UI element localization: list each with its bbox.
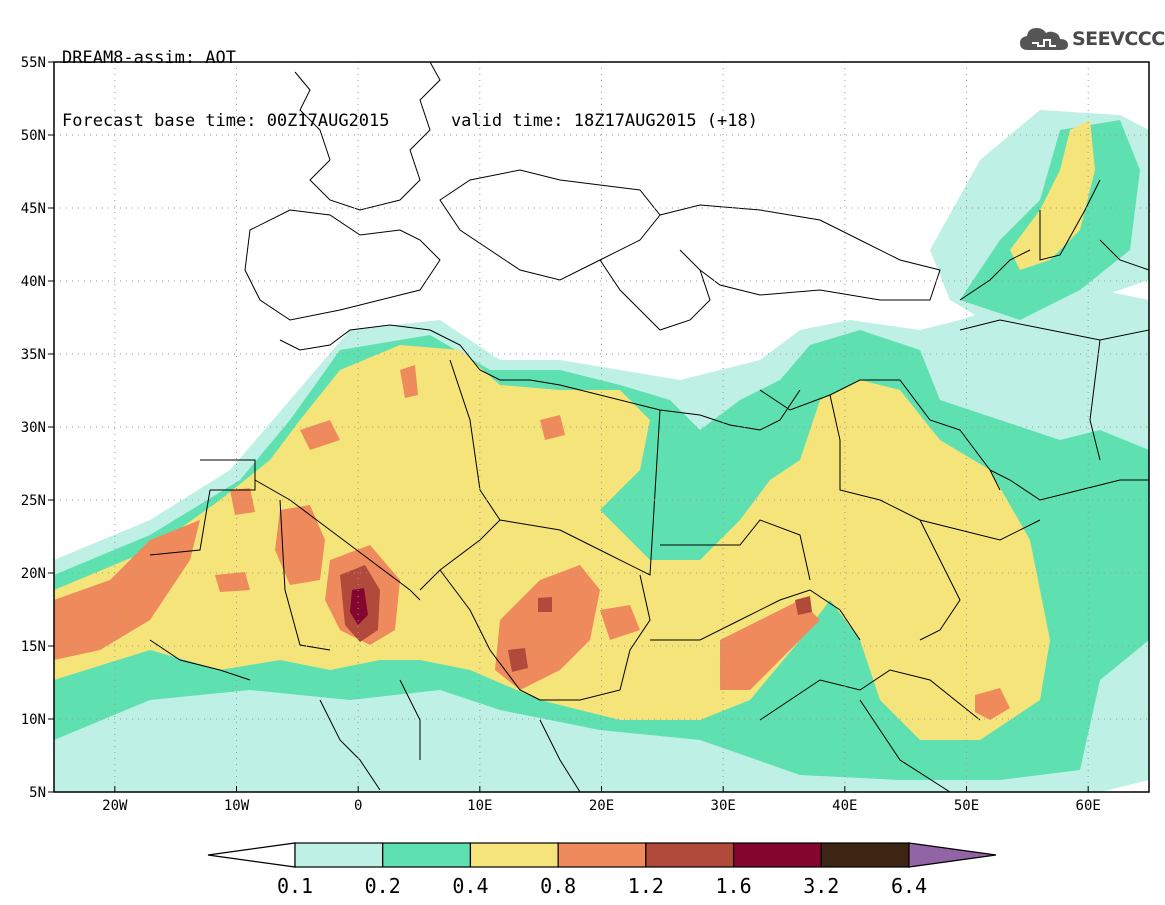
colorbar-label: 1.6 [716,874,752,898]
lat-tick-label: 5N [29,785,46,801]
lat-tick-label: 15N [21,639,46,655]
colorbar-label: 6.4 [891,874,927,898]
lon-tick-label: 20W [102,798,128,814]
country-borders [149,62,1149,792]
logo-text: SEEVCCC [1072,28,1165,50]
colorbar-label: 0.1 [277,874,313,898]
aot-band-0.8 [54,365,1010,720]
lat-tick-label: 50N [21,128,46,144]
seevccc-logo: SEEVCCC [1018,24,1165,54]
colorbar-bin-2 [382,842,472,868]
colorbar-over-arrow [908,842,997,868]
valid-time: valid time: 18Z17AUG2015 (+18) [450,111,758,131]
lat-tick-label: 35N [21,347,46,363]
colorbar-label: 1.2 [628,874,664,898]
base-time: Forecast base time: 00Z17AUG2015 [62,111,390,131]
cloud-logo-icon [1020,28,1068,50]
colorbar-bin-5 [645,842,735,868]
title-block: DREAM8-assim: AOT Forecast base time: 00… [62,6,758,153]
lon-tick-label: 20E [589,798,614,814]
lat-axis: 5N 10N 15N 20N 25N 30N 35N 40N 45N 50N 55N [21,55,54,801]
colorbar-bin-4 [557,842,647,868]
lon-tick-label: 10W [224,798,250,814]
colorbar-label: 0.2 [365,874,401,898]
gridlines [54,62,1149,792]
lon-axis: 20W 10W 0 10E 20E 30E 40E 50E 60E [102,786,1101,814]
lon-tick-label: 30E [711,798,736,814]
colorbar-label: 3.2 [803,874,839,898]
lon-tick-label: 50E [954,798,979,814]
lat-tick-label: 45N [21,201,46,217]
lat-tick-label: 20N [21,566,46,582]
colorbar-bin-6 [732,842,822,868]
lat-tick-label: 25N [21,493,46,509]
lon-tick-label: 0 [354,798,362,814]
aot-band-1.6 [350,588,368,625]
lat-tick-label: 40N [21,274,46,290]
product-title: DREAM8-assim: AOT [62,48,236,68]
aot-band-0.4 [54,120,1095,740]
colorbar-label: 0.4 [452,874,488,898]
lat-tick-label: 10N [21,712,46,728]
colorbar-bin-3 [469,842,559,868]
time-line: Forecast base time: 00Z17AUG2015 valid t… [62,111,758,132]
lon-tick-label: 10E [467,798,492,814]
lat-tick-label: 30N [21,420,46,436]
colorbar: 0.1 0.2 0.4 0.8 1.2 1.6 3.2 6.4 [207,842,997,898]
lon-tick-label: 60E [1076,798,1101,814]
lat-tick-label: 55N [21,55,46,71]
colorbar-label: 0.8 [540,874,576,898]
lon-tick-label: 40E [832,798,857,814]
colorbar-under-arrow [207,842,296,868]
colorbar-bin-1 [294,842,384,868]
colorbar-bin-7 [820,842,910,868]
